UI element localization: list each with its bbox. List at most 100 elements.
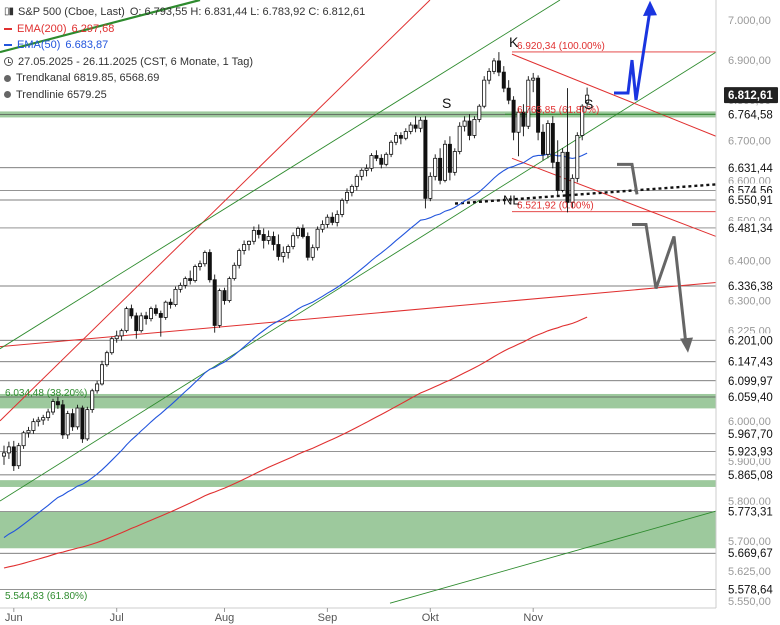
candle-body (413, 124, 418, 129)
candle-body (585, 94, 590, 104)
candle (197, 260, 202, 271)
candle (266, 230, 271, 245)
candle-body (408, 124, 413, 132)
candle-body (403, 131, 408, 139)
red-channel-upper (511, 53, 717, 137)
symbol-name[interactable]: S&P 500 (Cboe, Last) (18, 6, 125, 18)
level-label: 5.669,67 (728, 548, 773, 560)
candle-body (90, 390, 95, 411)
candle (398, 132, 403, 145)
candle (359, 168, 364, 181)
candle (21, 430, 26, 449)
candle-body (178, 284, 183, 290)
trendline-red-long (0, 282, 717, 348)
candle-body (575, 135, 580, 179)
candle-body (85, 409, 90, 440)
trend-channel-green-lower (0, 51, 717, 502)
candle-body (398, 135, 403, 139)
legend-trendlinie-row[interactable]: Trendlinie 6579.25 (4, 87, 365, 104)
candle (193, 264, 198, 283)
candle (315, 226, 320, 251)
candle (6, 441, 11, 459)
y-tick-label: 7.000,00 (728, 15, 771, 27)
candle-body (511, 99, 516, 133)
level-label: 6.550,91 (728, 195, 773, 207)
candle (511, 96, 516, 141)
ema50-swatch (4, 44, 12, 47)
candle-body (472, 119, 477, 136)
candle-body (570, 177, 575, 203)
candle (261, 228, 266, 249)
legend-ema50-row[interactable]: EMA(50) 6.683,87 (4, 37, 365, 54)
level-label: 6.201,00 (728, 335, 773, 347)
candle (325, 214, 330, 228)
candle (565, 88, 570, 213)
candle (75, 404, 80, 430)
candle-body (256, 230, 261, 235)
candle-body (212, 279, 217, 326)
x-tick-label: Jun (5, 612, 23, 624)
candle (496, 52, 501, 77)
candle-body (531, 77, 536, 81)
candle-body (276, 244, 281, 257)
candle-body (26, 430, 31, 434)
candle-body (281, 252, 286, 257)
candle (148, 306, 153, 322)
candle-body (183, 278, 188, 286)
ema200-line (3, 316, 588, 569)
price-tag-bg (724, 390, 778, 405)
candle-body (2, 452, 7, 457)
candle-body (95, 383, 100, 392)
trendkanal-label: Trendkanal 6819.85, 6568.69 (16, 72, 160, 84)
legend-ema200-row[interactable]: EMA(200) 6.297,68 (4, 21, 365, 38)
candle (227, 276, 232, 303)
candle-body (580, 105, 585, 136)
candle (413, 116, 418, 133)
candle (129, 304, 134, 319)
bullish-projection-arrow (614, 9, 652, 101)
level-price-tag: 6.631,44 (724, 160, 778, 175)
candle-body (251, 230, 256, 242)
candle-body (16, 445, 21, 467)
ema200-label: EMA(200) (17, 22, 67, 35)
candle-body (320, 224, 325, 230)
candle-body (232, 264, 237, 279)
candle (246, 240, 251, 251)
x-tick-label: Nov (523, 612, 543, 624)
candle (256, 224, 261, 239)
candle-body (41, 417, 46, 421)
legend-trendkanal-row[interactable]: Trendkanal 6819.85, 6568.69 (4, 70, 365, 87)
y-tick-label: 5.550,00 (728, 596, 771, 608)
candle (462, 116, 467, 132)
candle (585, 87, 590, 107)
level-lines (0, 51, 716, 591)
y-axis: 7.000,006.900,006.800,006.700,006.600,00… (715, 0, 778, 608)
candle-body (46, 411, 51, 419)
candle (31, 418, 36, 434)
candle-body (36, 419, 41, 423)
level-label: 6.336,38 (728, 281, 773, 293)
candle-body (393, 135, 398, 143)
candle-body (222, 290, 227, 301)
candle-body (555, 161, 560, 191)
legend-symbol-row: ▯▮ S&P 500 (Cboe, Last) O: 6.793,55 H: 6… (4, 4, 365, 21)
candle (447, 136, 452, 181)
level-price-tag: 5.669,67 (724, 546, 778, 561)
candle-body (354, 175, 359, 187)
trendlinie-dot-icon (4, 91, 11, 99)
level-label: 5.865,08 (728, 470, 773, 482)
candle (222, 287, 227, 305)
level-label: 6.481,34 (728, 223, 773, 235)
candle (423, 116, 428, 209)
candle-body (217, 290, 222, 326)
ohlc-values: O: 6.793,55 H: 6.831,44 L: 6.783,92 C: 6… (129, 6, 366, 18)
bearish-step-arrow (617, 162, 639, 195)
candle (472, 116, 477, 139)
candle (545, 120, 550, 159)
candle (428, 172, 433, 202)
candle (124, 306, 129, 333)
candle (354, 174, 359, 191)
candle-body (433, 157, 438, 177)
candle-body (364, 167, 369, 171)
